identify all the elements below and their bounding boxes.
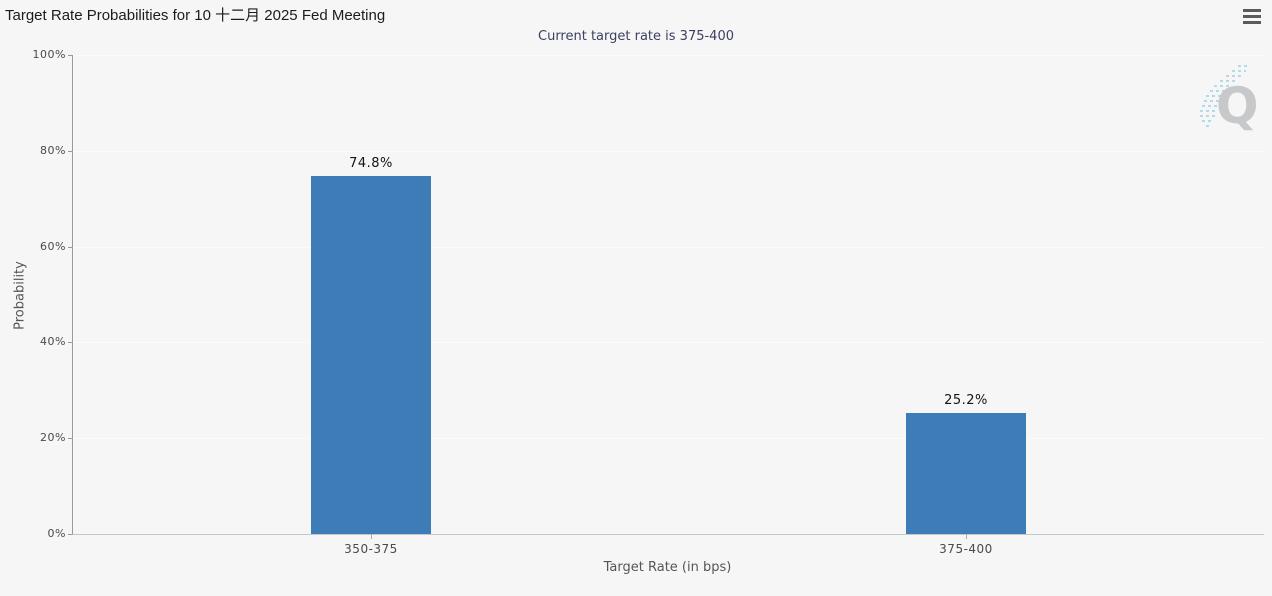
y-tick-label: 60% xyxy=(40,240,66,253)
y-tick-label: 20% xyxy=(40,431,66,444)
y-axis-tick xyxy=(68,247,72,248)
y-tick-label: 80% xyxy=(40,144,66,157)
bar-value-label: 74.8% xyxy=(349,156,393,171)
x-axis-tick xyxy=(966,534,967,539)
gridline xyxy=(73,55,1264,56)
y-axis-tick xyxy=(68,55,72,56)
y-axis-tick xyxy=(68,342,72,343)
chart-subtitle: Current target rate is 375-400 xyxy=(538,29,734,44)
chart-title: Target Rate Probabilities for 10 十二月 202… xyxy=(5,7,386,24)
plot-area: 74.8% 350-375 25.2% 375-400 xyxy=(68,55,1264,556)
bar-375-400[interactable] xyxy=(906,413,1026,534)
y-axis-tick-labels: 100% 80% 60% 40% 20% 0% xyxy=(0,48,66,540)
y-tick-label: 0% xyxy=(47,527,66,540)
gridline xyxy=(73,438,1264,439)
gridline xyxy=(73,151,1264,152)
y-tick-label: 100% xyxy=(32,48,66,61)
gridline xyxy=(73,247,1264,248)
chart-context-menu-button[interactable] xyxy=(1239,4,1265,30)
y-axis-tick xyxy=(68,438,72,439)
bar-350-375[interactable] xyxy=(311,176,431,534)
x-category-label: 375-400 xyxy=(939,542,993,556)
y-axis-tick xyxy=(68,534,72,535)
y-axis-tick xyxy=(68,151,72,152)
y-tick-label: 40% xyxy=(40,335,66,348)
hamburger-menu-icon xyxy=(1243,9,1261,25)
gridline xyxy=(73,342,1264,343)
bar-value-label: 25.2% xyxy=(944,393,988,408)
x-category-label: 350-375 xyxy=(344,542,398,556)
x-axis-title: Target Rate (in bps) xyxy=(603,560,732,575)
x-axis-tick xyxy=(371,534,372,539)
